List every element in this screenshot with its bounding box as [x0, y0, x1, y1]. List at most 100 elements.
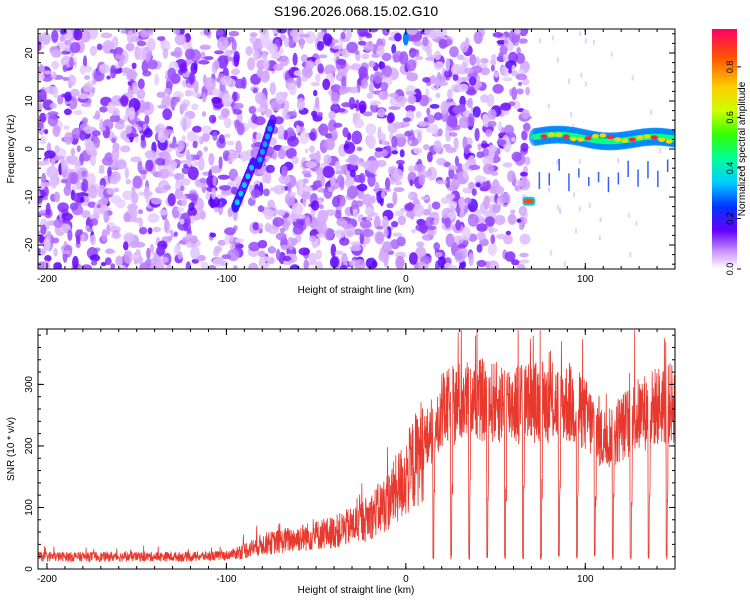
spectrogram-cell	[467, 213, 479, 227]
signal-band-spike	[607, 176, 610, 193]
spectrogram-cell	[63, 125, 70, 130]
signal-band-peak	[606, 134, 614, 140]
spectrogram-cell	[163, 87, 172, 95]
spectrogram-cell	[444, 70, 451, 78]
spectrogram-cell	[192, 125, 202, 133]
spectrogram-cell	[79, 130, 87, 141]
spectrogram-cell	[167, 235, 173, 241]
spectrogram-cell	[64, 39, 72, 46]
spectrogram-cell	[490, 64, 495, 72]
spectrogram-x-tick-label: 0	[403, 274, 409, 285]
spectrogram-cell	[87, 173, 96, 187]
spectrogram-cell	[44, 129, 49, 135]
colorbar-gradient	[712, 29, 737, 269]
spectrogram-cell	[298, 247, 310, 256]
spectrogram-cell	[448, 201, 458, 211]
spectrogram-cell	[262, 188, 270, 197]
spectrogram-y-tick-label: 0	[24, 146, 35, 152]
spectrogram-cell	[162, 47, 169, 60]
spectrogram-cell	[257, 106, 266, 113]
spectrogram-cell	[233, 51, 240, 63]
spectrogram-cell	[138, 209, 143, 215]
spectrogram-cell	[479, 186, 488, 192]
spectrogram-cell	[221, 189, 233, 196]
spectrogram-cell	[224, 133, 231, 138]
spectrogram-cell	[333, 122, 343, 128]
spectrogram-cell	[272, 217, 284, 227]
spectrogram-cell	[492, 178, 499, 189]
spectrogram-cell	[318, 54, 328, 59]
spectrogram-cell	[120, 95, 129, 107]
spectrogram-cell	[107, 166, 112, 177]
spectrogram-cell	[357, 183, 368, 192]
spectrogram-cell	[278, 174, 291, 185]
spectrogram-cell	[414, 164, 426, 172]
spectrogram-cell	[100, 32, 113, 39]
spectrogram-cell	[293, 70, 303, 77]
spectrogram-cell	[504, 251, 516, 262]
spectrogram-cell	[363, 41, 375, 52]
spectrogram-cell	[503, 234, 513, 245]
spectrogram-cell	[142, 70, 152, 77]
spectrogram-cell	[334, 209, 342, 219]
spectrogram-cell	[407, 95, 417, 105]
spectrogram-cell	[339, 237, 350, 246]
spectrogram-cell	[352, 208, 358, 219]
spectrogram-cell	[573, 192, 576, 198]
spectrogram-cell	[511, 259, 520, 266]
signal-band-peak	[555, 132, 563, 137]
spectrogram-cell	[190, 215, 195, 224]
spectrogram-cell	[348, 97, 356, 110]
spectrogram-cell	[324, 227, 335, 241]
spectrogram-cell	[139, 169, 148, 175]
spectrogram-cell	[480, 143, 490, 148]
spectrogram-cell	[109, 114, 121, 123]
spectrogram-cell	[473, 31, 483, 44]
spectrogram-cell	[285, 147, 297, 159]
spectrogram-cell	[315, 73, 321, 83]
spectrogram-cell	[61, 158, 66, 173]
spectrogram-cell	[368, 82, 375, 94]
spectrogram-cell	[123, 212, 131, 223]
spectrogram-cell	[629, 252, 632, 258]
spectrogram-cell	[53, 218, 64, 228]
snr-y-tick-label: 100	[24, 499, 35, 516]
spectrogram-y-tick-label: -20	[24, 237, 35, 252]
spectrogram-cell	[277, 148, 286, 160]
spectrogram-cell	[346, 41, 359, 54]
spectrogram-cell	[475, 56, 480, 68]
spectrogram-cell	[155, 260, 165, 269]
spectrogram-cell	[232, 108, 243, 115]
spectrogram-cell	[302, 186, 313, 192]
signal-band-peak	[614, 137, 622, 142]
spectrogram-cell	[476, 244, 483, 253]
spectrogram-cell	[188, 202, 195, 212]
signal-streak-core	[245, 173, 251, 180]
spectrogram-cell	[383, 228, 389, 238]
spectrogram-cell	[53, 155, 65, 160]
spectrogram-cell	[115, 255, 124, 267]
signal-band-peak	[592, 133, 599, 139]
spectrogram-cell	[351, 63, 361, 71]
spectrogram-cell	[334, 250, 344, 255]
signal-blip	[402, 31, 409, 46]
spectrogram-cell	[250, 189, 261, 198]
spectrogram-cell	[482, 155, 494, 166]
spectrogram-cell	[228, 30, 240, 37]
spectrogram-cell	[368, 60, 376, 68]
spectrogram-cell	[305, 216, 311, 227]
spectrogram-cell	[291, 202, 304, 216]
spectrogram-cell	[233, 265, 238, 269]
spectrogram-cell	[358, 100, 367, 113]
spectrogram-cell	[245, 46, 253, 56]
spectrogram-cell	[69, 56, 74, 68]
spectrogram-cell	[436, 157, 446, 166]
spectrogram-cell	[49, 102, 57, 109]
spectrogram-cell	[441, 196, 449, 205]
spectrogram-cell	[483, 163, 494, 175]
spectrogram-cell	[361, 53, 370, 60]
spectrogram-cell	[213, 60, 220, 70]
spectrogram-cell	[190, 62, 198, 75]
signal-band-peak	[628, 137, 636, 142]
spectrogram-cell	[111, 232, 122, 239]
